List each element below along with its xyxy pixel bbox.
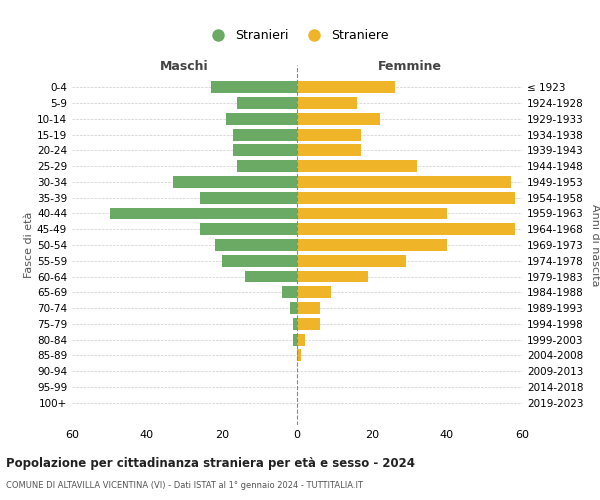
Bar: [297, 128, 361, 140]
Bar: [297, 334, 305, 345]
Bar: [233, 128, 297, 140]
Bar: [297, 224, 515, 235]
Bar: [297, 113, 380, 124]
Bar: [290, 302, 297, 314]
Bar: [297, 239, 447, 251]
Bar: [110, 208, 297, 220]
Bar: [199, 192, 297, 203]
Bar: [297, 208, 447, 220]
Bar: [297, 144, 361, 156]
Bar: [297, 270, 368, 282]
Bar: [222, 255, 297, 266]
Bar: [297, 82, 395, 93]
Bar: [297, 97, 357, 109]
Y-axis label: Fasce di età: Fasce di età: [24, 212, 34, 278]
Bar: [237, 97, 297, 109]
Bar: [293, 334, 297, 345]
Text: Maschi: Maschi: [160, 60, 209, 73]
Text: Popolazione per cittadinanza straniera per età e sesso - 2024: Popolazione per cittadinanza straniera p…: [6, 458, 415, 470]
Bar: [282, 286, 297, 298]
Bar: [297, 302, 320, 314]
Bar: [293, 318, 297, 330]
Bar: [233, 144, 297, 156]
Bar: [199, 224, 297, 235]
Text: Femmine: Femmine: [377, 60, 442, 73]
Bar: [297, 160, 417, 172]
Bar: [297, 255, 406, 266]
Text: COMUNE DI ALTAVILLA VICENTINA (VI) - Dati ISTAT al 1° gennaio 2024 - TUTTITALIA.: COMUNE DI ALTAVILLA VICENTINA (VI) - Dat…: [6, 481, 363, 490]
Bar: [297, 318, 320, 330]
Bar: [173, 176, 297, 188]
Bar: [245, 270, 297, 282]
Bar: [297, 192, 515, 203]
Legend: Stranieri, Straniere: Stranieri, Straniere: [200, 24, 394, 48]
Bar: [211, 82, 297, 93]
Bar: [297, 286, 331, 298]
Bar: [237, 160, 297, 172]
Bar: [297, 350, 301, 362]
Bar: [297, 176, 511, 188]
Bar: [215, 239, 297, 251]
Bar: [226, 113, 297, 124]
Y-axis label: Anni di nascita: Anni di nascita: [590, 204, 600, 286]
